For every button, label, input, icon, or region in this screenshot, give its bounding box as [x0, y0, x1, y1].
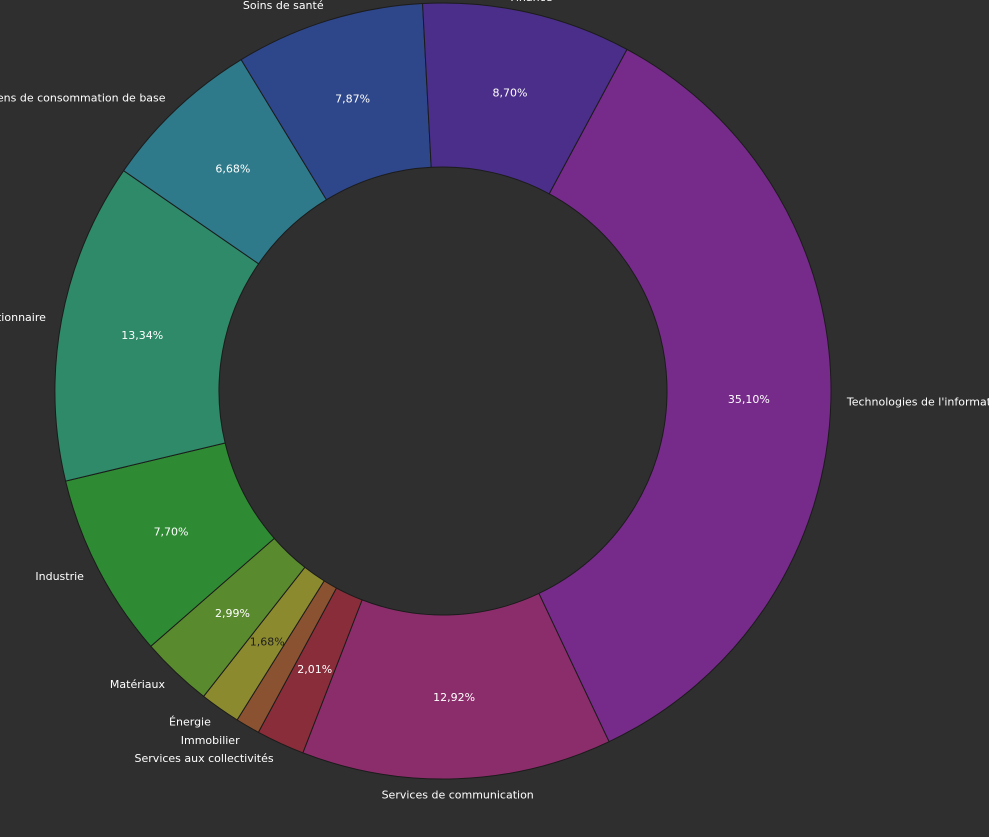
- pct-label-services-de-communication: 12,92%: [433, 691, 475, 704]
- pct-label-services-aux-collectivites: 2,01%: [297, 663, 332, 676]
- category-label-industrie: Industrie: [35, 570, 84, 583]
- pct-label-energie: 1,68%: [250, 635, 285, 648]
- pct-label-technologies-de-l-information: 35,10%: [728, 393, 770, 406]
- category-label-services-de-communication: Services de communication: [382, 789, 534, 802]
- pct-label-materiaux: 2,99%: [215, 607, 250, 620]
- donut-slices: [54, 2, 832, 780]
- slice-services-de-communication[interactable]: [302, 592, 610, 780]
- category-label-technologies-de-l-information: Technologies de l'information: [846, 395, 989, 408]
- category-label-immobilier: Immobilier: [181, 734, 240, 747]
- percentage-labels: 35,10% 12,92% 2,01% 1,68% 2,99% 7,70% 13,34% 6,…: [121, 86, 770, 703]
- pct-label-soins-de-sante: 7,87%: [335, 93, 370, 106]
- pct-label-industrie: 7,70%: [154, 525, 189, 538]
- pct-label-consommation-discretionnaire: 13,34%: [121, 329, 163, 342]
- category-label-finance: Finance: [510, 0, 552, 4]
- category-label-soins-de-sante: Soins de santé: [243, 0, 324, 12]
- category-label-materiaux: Matériaux: [110, 678, 166, 691]
- category-label-energie: Énergie: [169, 716, 211, 729]
- category-label-biens-de-consommation-de-base: Biens de consommation de base: [0, 91, 166, 104]
- category-label-consommation-discretionnaire: Consommation discrétionnaire: [0, 311, 46, 324]
- slice-technologies-de-l-information[interactable]: [538, 48, 832, 743]
- category-labels: Technologies de l'information Services de…: [0, 0, 989, 802]
- pct-label-biens-de-consommation-de-base: 6,68%: [215, 163, 250, 176]
- pct-label-finance: 8,70%: [492, 86, 527, 99]
- category-label-services-aux-collectivites: Services aux collectivités: [135, 752, 274, 765]
- slice-finance[interactable]: [422, 2, 628, 195]
